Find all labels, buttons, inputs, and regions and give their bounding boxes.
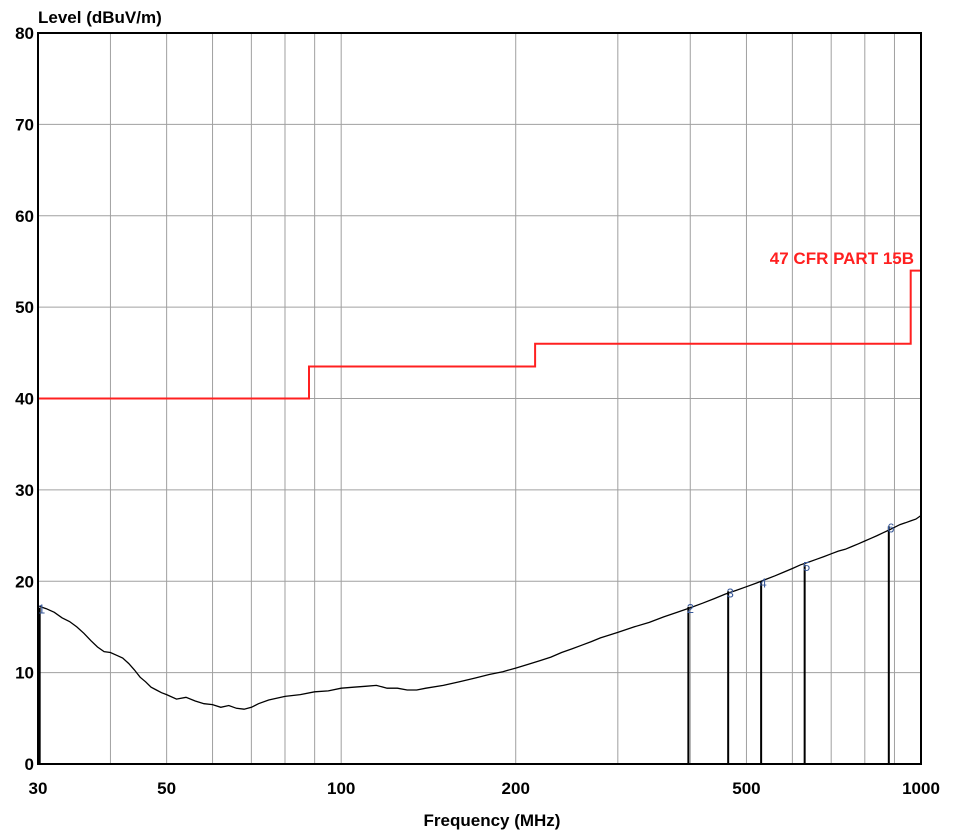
x-tick-label: 500 bbox=[732, 779, 760, 798]
y-tick-label: 30 bbox=[15, 481, 34, 500]
measurement-series-line bbox=[37, 514, 922, 710]
peak-marker-label: 5 bbox=[803, 559, 810, 574]
y-tick-label: 60 bbox=[15, 207, 34, 226]
x-tick-label: 200 bbox=[502, 779, 530, 798]
y-tick-label: 40 bbox=[15, 390, 34, 409]
peak-marker-label: 4 bbox=[760, 575, 767, 590]
y-tick-label: 20 bbox=[15, 572, 34, 591]
x-tick-label: 30 bbox=[29, 779, 48, 798]
x-tick-label: 100 bbox=[327, 779, 355, 798]
peak-marker-label: 2 bbox=[687, 601, 694, 616]
y-tick-label: 70 bbox=[15, 115, 34, 134]
x-tick-label: 50 bbox=[157, 779, 176, 798]
x-axis-title: Frequency (MHz) bbox=[424, 811, 561, 830]
x-tick-label: 1000 bbox=[902, 779, 940, 798]
measurement-trace bbox=[37, 514, 922, 710]
limit-line-label: 47 CFR PART 15B bbox=[770, 249, 914, 268]
peak-marker-label: 1 bbox=[38, 602, 45, 617]
limit-line bbox=[38, 269, 921, 400]
limit-series-line bbox=[38, 269, 921, 400]
y-tick-label: 80 bbox=[15, 24, 34, 43]
peak-markers: 1 2 3 4 5 6 bbox=[38, 520, 894, 764]
peak-marker-label: 6 bbox=[887, 520, 894, 535]
y-tick-label: 50 bbox=[15, 298, 34, 317]
tick-labels: 0 10 20 30 40 50 60 70 80 30 50 100 200 500 1000 bbox=[15, 24, 940, 798]
y-axis-title: Level (dBuV/m) bbox=[38, 8, 162, 27]
y-tick-label: 10 bbox=[15, 664, 34, 683]
plot-frame bbox=[37, 32, 922, 765]
y-tick-label: 0 bbox=[25, 755, 34, 774]
peak-marker-label: 3 bbox=[727, 585, 734, 600]
